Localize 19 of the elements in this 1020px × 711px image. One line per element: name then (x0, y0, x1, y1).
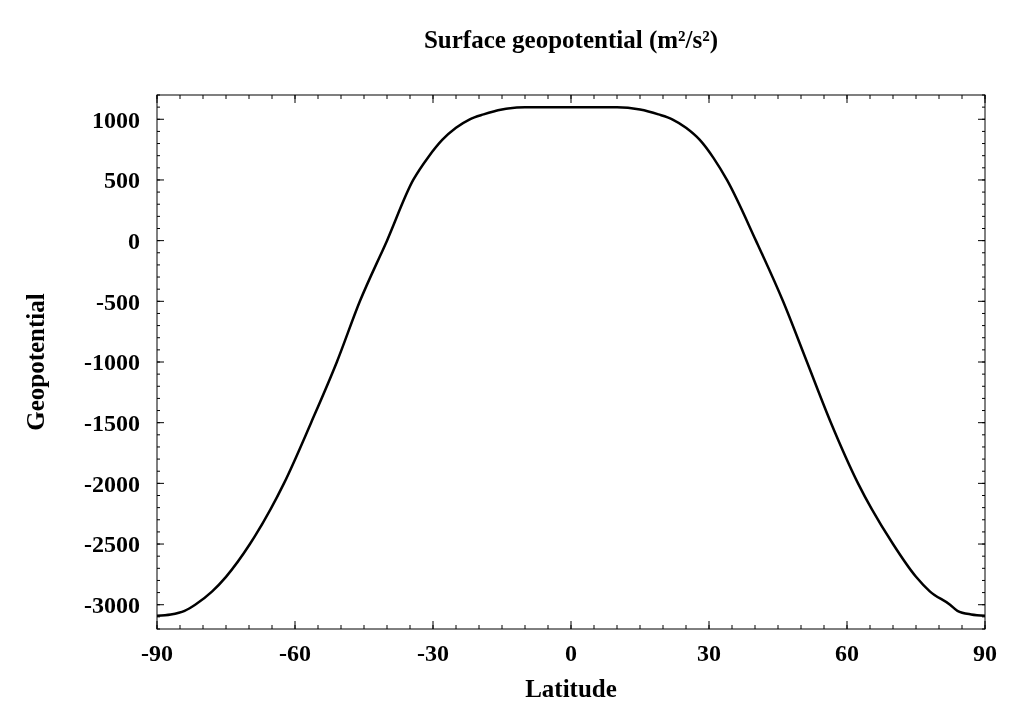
x-axis-title: Latitude (525, 675, 617, 702)
x-tick-label: 90 (973, 640, 997, 666)
x-tick-label: 0 (565, 640, 577, 666)
y-tick-label: 1000 (92, 106, 140, 133)
y-tick-label: -1500 (84, 410, 140, 437)
y-tick-label: -2000 (84, 470, 140, 497)
y-axis-title: Geopotential (22, 293, 49, 431)
y-tick-label: -1000 (84, 349, 140, 376)
x-tick-label: -60 (279, 640, 311, 666)
y-tick-label: 500 (104, 167, 140, 194)
x-tick-label: -90 (141, 640, 173, 666)
y-tick-label: -500 (96, 288, 140, 315)
x-tick-label: 30 (697, 640, 721, 666)
y-tick-label: -2500 (84, 531, 140, 558)
x-tick-label: 60 (835, 640, 859, 666)
y-tick-label: 0 (128, 228, 140, 255)
y-tick-label: -3000 (84, 592, 140, 619)
x-tick-label: -30 (417, 640, 449, 666)
chart-title: Surface geopotential (m²/s²) (423, 26, 719, 54)
